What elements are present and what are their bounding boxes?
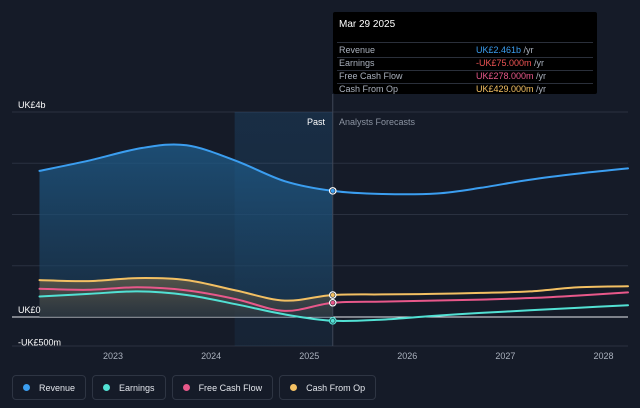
legend-item-cash-from-op[interactable]: Cash From Op [279,375,377,400]
y-tick-label: UK£0 [18,305,41,315]
revenue-dot-icon [23,384,30,391]
legend-label: Earnings [119,382,155,393]
tooltip-row-cash-from-op: Cash From Op UK£429.000m /yr [333,82,597,96]
legend-item-earnings[interactable]: Earnings [92,375,166,400]
legend-label: Free Cash Flow [198,382,263,393]
tooltip-divider [337,42,593,43]
earnings-dot-icon [103,384,111,391]
tooltip-divider [337,57,593,58]
legend-item-revenue[interactable]: Revenue [12,375,87,400]
forecast-label: Analysts Forecasts [339,117,416,127]
tooltip-label: Cash From Op [339,84,399,94]
chart-area: UK£4b UK£0 -UK£500m 2023 2024 2025 2026 2027 202… [12,94,629,360]
tooltip-row-free-cash-flow: Free Cash Flow UK£278.000m /yr [333,69,597,83]
tooltip-label: Revenue [339,45,376,55]
free-cash-flow-marker-core [330,300,335,305]
tooltip-row-earnings: Earnings -UK£75.000m /yr [333,56,597,70]
tooltip-label: Earnings [339,58,375,68]
legend: Revenue Earnings Free Cash Flow Cash Fro… [12,375,377,400]
y-tick-label: UK£4b [18,100,46,110]
tooltip-label: Free Cash Flow [339,71,403,81]
y-tick-label: -UK£500m [18,338,61,348]
axis-labels: UK£4b UK£0 -UK£500m 2023 2024 2025 2026 2027 202… [18,100,613,360]
legend-item-free-cash-flow[interactable]: Free Cash Flow [171,375,274,400]
tooltip-row-revenue: Revenue UK£2.461b /yr [333,43,597,57]
tooltip-date: Mar 29 2025 [339,19,396,30]
tooltip-value: UK£2.461b /yr [476,45,534,55]
x-tick-label: 2026 [397,351,417,360]
tooltip-value: UK£278.000m /yr [476,71,547,81]
x-tick-label: 2027 [495,351,515,360]
cash-from-op-marker-core [330,293,335,298]
tooltip-value: -UK£75.000m /yr [476,58,545,68]
revenue-past-fill [39,144,333,317]
past-label: Past [307,117,326,127]
x-tick-label: 2025 [299,351,319,360]
tooltip-divider [337,83,593,84]
legend-label: Cash From Op [306,382,366,393]
revenue-marker-core [330,188,335,193]
cash-from-op-dot-icon [290,384,298,391]
x-tick-label: 2028 [593,351,613,360]
free-cash-flow-dot-icon [182,384,190,391]
tooltip-divider [337,70,593,71]
hover-tooltip: Mar 29 2025 Revenue UK£2.461b /yr Earnin… [333,12,597,94]
x-tick-label: 2024 [201,351,221,360]
past-revenue-area [39,94,334,346]
legend-label: Revenue [39,382,76,393]
earnings-marker-core [330,318,335,323]
tooltip-value: UK£429.000m /yr [476,84,547,94]
hover-markers [328,187,337,325]
x-tick-label: 2023 [103,351,123,360]
